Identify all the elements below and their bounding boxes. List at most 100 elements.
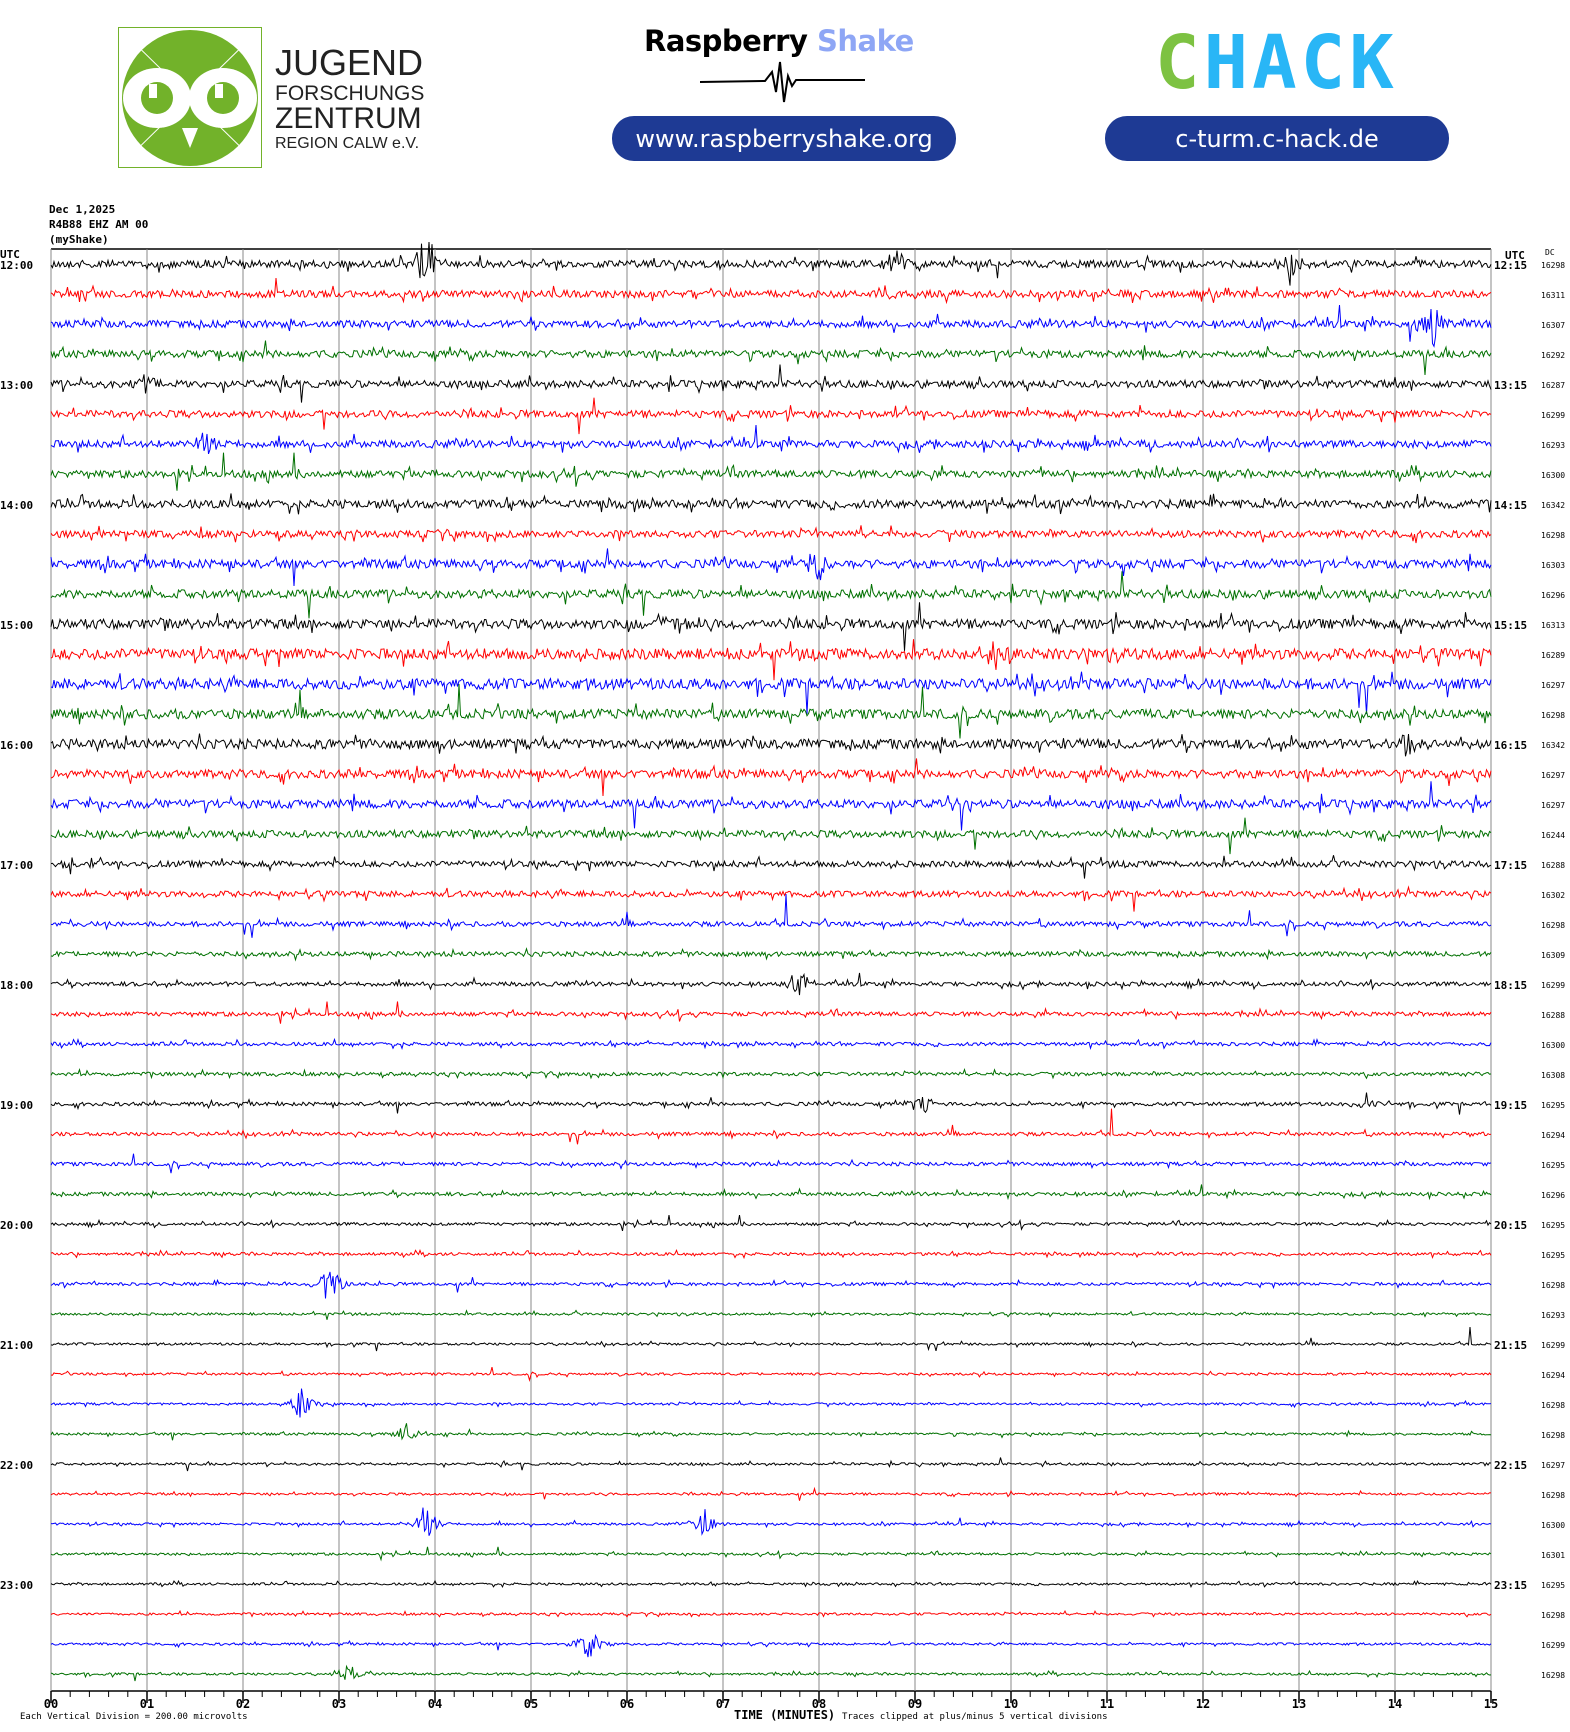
dc-offset-value: 16298 [1541,1281,1565,1290]
seismic-trace [50,602,1492,651]
dc-offset-value: 16303 [1541,561,1565,570]
station-network: (myShake) [49,233,109,246]
x-tick-label: 15 [1484,1697,1498,1711]
rs-logo: Raspberry Shake [644,24,934,58]
right-hour-label: 14:15 [1494,499,1527,512]
seismic-trace [50,972,1492,996]
chack-url-link[interactable]: c-turm.c-hack.de [1105,116,1449,161]
seismic-trace [50,1326,1492,1352]
right-hour-label: 23:15 [1494,1579,1527,1592]
seismic-trace [50,571,1492,619]
x-tick-label: 05 [524,1697,538,1711]
right-hour-label: 13:15 [1494,379,1527,392]
dc-offset-value: 16298 [1541,1491,1565,1500]
right-hour-label: 18:15 [1494,979,1527,992]
owl-logo-icon [118,27,262,168]
seismic-trace [50,241,1492,286]
dc-offset-value: 16293 [1541,441,1565,450]
dc-offset-value: 16301 [1541,1551,1565,1560]
left-utc-label: UTC [0,248,20,261]
rs-logo-word2: Shake [816,24,914,58]
chack-logo-rest: HACK [1203,20,1398,106]
seismic-trace [50,885,1492,912]
seismic-trace [50,758,1492,797]
x-tick-label: 08 [812,1697,826,1711]
seismic-trace [50,1271,1492,1299]
seismic-trace [50,397,1492,435]
seismic-trace [50,733,1492,757]
seismic-trace [50,855,1492,879]
dc-offset-value: 16298 [1541,711,1565,720]
seismic-trace [50,671,1492,715]
x-tick-label: 09 [908,1697,922,1711]
seismic-wave-icon [700,61,865,103]
seismic-trace [50,1215,1492,1232]
dc-offset-value: 16302 [1541,891,1565,900]
rs-url-link[interactable]: www.raspberryshake.org [612,116,956,161]
x-tick-label: 04 [428,1697,442,1711]
seismic-trace [50,1001,1492,1024]
x-tick-label: 10 [1004,1697,1018,1711]
right-hour-label: 16:15 [1494,739,1527,752]
dc-offset-value: 16293 [1541,1311,1565,1320]
seismic-trace [50,1546,1492,1562]
seismic-trace [50,1664,1492,1682]
seismic-trace [50,639,1492,681]
dc-offset-value: 16292 [1541,351,1565,360]
seismic-trace [50,1153,1492,1174]
x-tick-label: 00 [44,1697,58,1711]
dc-offset-value: 16299 [1541,411,1565,420]
left-hour-label: 21:00 [0,1339,33,1352]
seismic-trace [50,304,1492,348]
dc-offset-value: 16298 [1541,921,1565,930]
seismic-trace [50,1507,1492,1536]
seismic-trace [50,1037,1492,1051]
jfz-text-2: FORSCHUNGS [275,82,425,105]
seismic-trace [50,683,1492,739]
seismic-trace [50,1388,1492,1418]
seismic-trace [50,947,1492,962]
dc-offset-value: 16309 [1541,951,1565,960]
right-hour-label: 21:15 [1494,1339,1527,1352]
left-hour-label: 15:00 [0,619,33,632]
seismic-trace [50,278,1492,305]
seismic-trace [50,817,1492,855]
dc-offset-value: 16295 [1541,1101,1565,1110]
left-hour-label: 12:00 [0,259,33,272]
dc-offset-value: 16294 [1541,1131,1565,1140]
dc-offset-value: 16288 [1541,1011,1565,1020]
dc-offset-value: 16295 [1541,1251,1565,1260]
dc-offset-value: 16288 [1541,861,1565,870]
x-tick-label: 07 [716,1697,730,1711]
seismic-trace [50,1108,1492,1145]
jfz-text-4: REGION CALW e.V. [275,135,420,152]
seismic-trace [50,1309,1492,1320]
chack-logo: CHACK [1155,20,1398,106]
clip-note: Traces clipped at plus/minus 5 vertical … [842,1712,1108,1722]
seismic-trace [50,548,1492,587]
left-hour-label: 23:00 [0,1579,33,1592]
x-tick-label: 11 [1100,1697,1114,1711]
dc-offset-value: 16313 [1541,621,1565,630]
dc-offset-value: 16297 [1541,771,1565,780]
seismic-trace [50,893,1492,938]
seismic-trace [50,781,1492,831]
seismic-trace [50,1184,1492,1201]
dc-offset-value: 16299 [1541,1341,1565,1350]
x-axis-title: TIME (MINUTES) [734,1708,836,1722]
right-hour-label: 17:15 [1494,859,1527,872]
dc-offset-value: 16296 [1541,591,1565,600]
seismic-trace [50,1457,1492,1472]
dc-offset-value: 16311 [1541,291,1565,300]
left-hour-label: 18:00 [0,979,33,992]
rs-logo-word1: Raspberry [644,24,808,58]
seismic-trace [50,364,1492,403]
left-hour-label: 20:00 [0,1219,33,1232]
chack-logo-c: C [1155,20,1204,106]
seismic-trace [50,1366,1492,1382]
seismic-trace [50,493,1492,515]
dc-offset-value: 16297 [1541,681,1565,690]
x-tick-label: 01 [140,1697,154,1711]
dc-offset-value: 16244 [1541,831,1565,840]
